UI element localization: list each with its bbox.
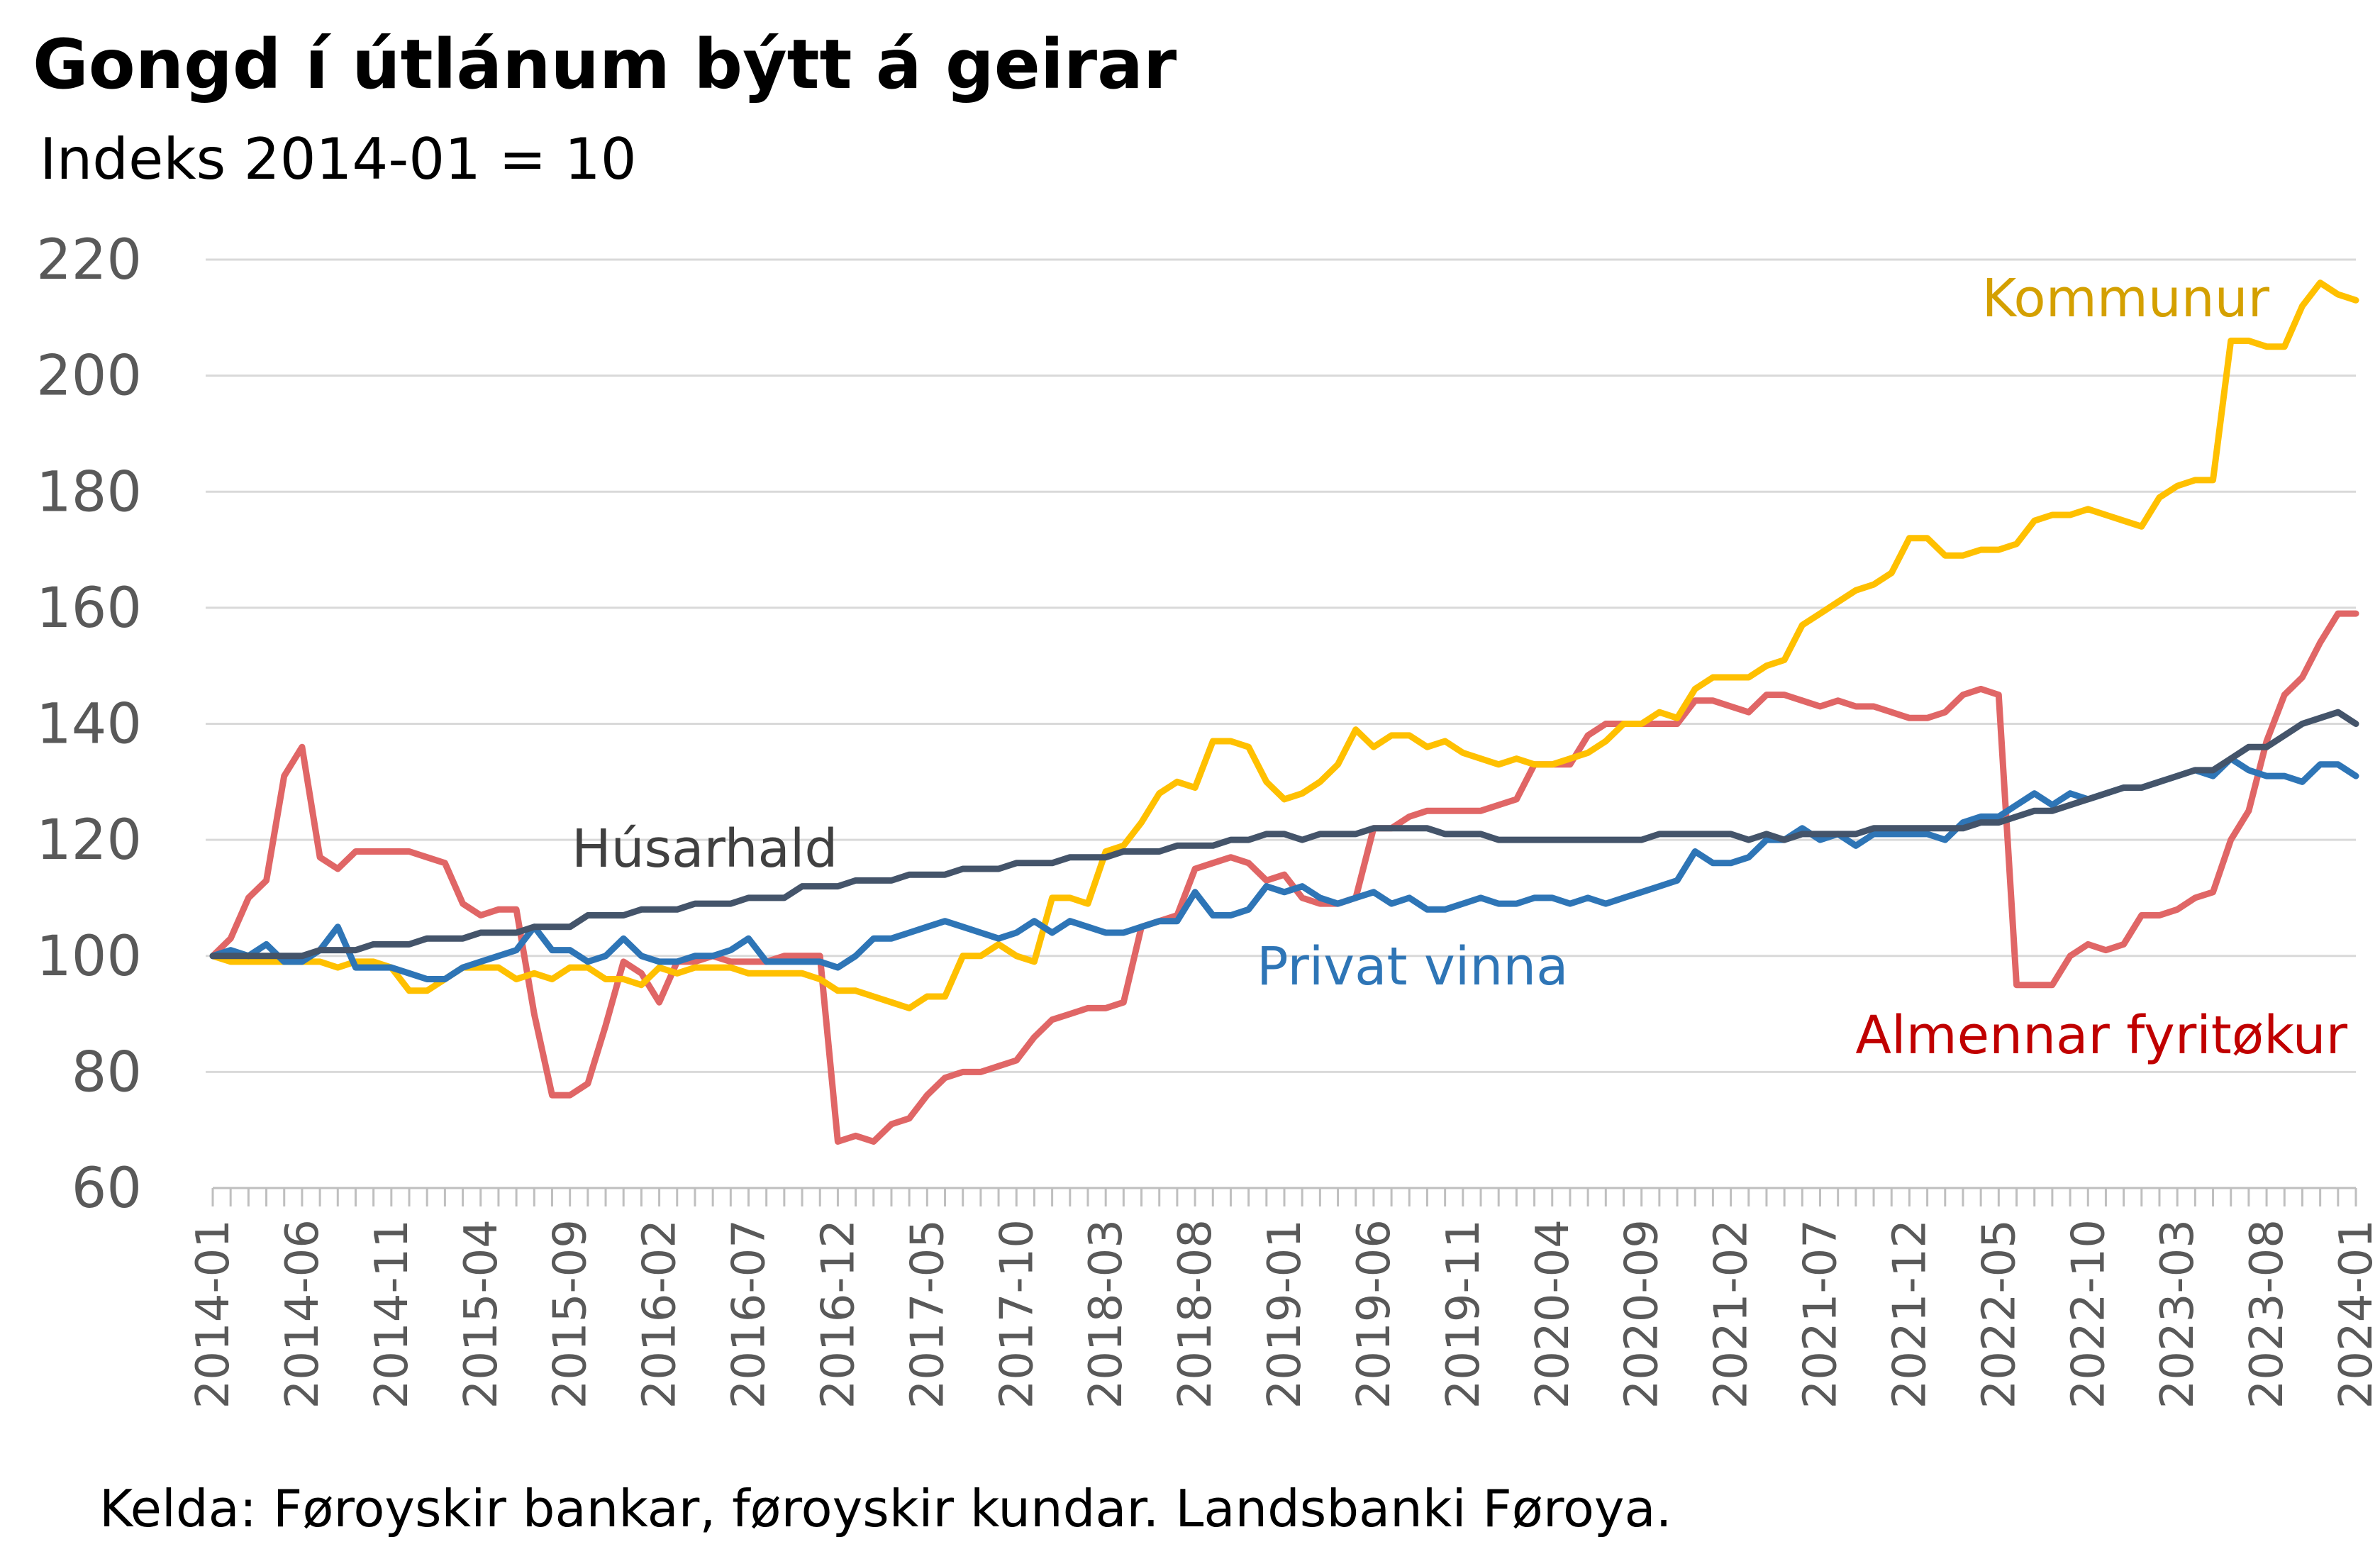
y-tick-label: 140 — [36, 693, 142, 757]
x-tick-label: 2014-11 — [366, 1219, 418, 1409]
x-tick-label: 2016-12 — [812, 1219, 864, 1409]
series-label-h-sarhald: Húsarhald — [572, 818, 838, 879]
series-label-kommunur: Kommunur — [1982, 268, 2270, 329]
y-tick-label: 120 — [36, 809, 142, 872]
x-tick-label: 2016-02 — [634, 1219, 686, 1409]
y-tick-label: 200 — [36, 345, 142, 409]
x-tick-label: 2020-04 — [1527, 1219, 1579, 1409]
x-tick-label: 2021-12 — [1884, 1219, 1936, 1409]
x-tick-label: 2015-04 — [455, 1219, 508, 1409]
x-tick-label: 2023-03 — [2152, 1219, 2204, 1409]
series-label-privat-vinna: Privat vinna — [1257, 936, 1568, 997]
series-line-kommunur — [209, 279, 2359, 1011]
x-tick-label: 2021-02 — [1706, 1219, 1758, 1409]
x-tick-label: 2014-01 — [187, 1219, 240, 1409]
x-tick-label: 2017-05 — [901, 1219, 954, 1409]
x-tick-label: 2023-08 — [2241, 1219, 2293, 1409]
x-tick-label: 2022-05 — [1973, 1219, 2025, 1409]
x-tick-label: 2019-11 — [1438, 1219, 1490, 1409]
x-tick-label: 2021-07 — [1795, 1219, 1847, 1409]
x-axis: 2014-01 2014-06 2014-11 2015-04 2015-09 2016-… — [187, 1187, 2380, 1409]
x-tick-label: 2018-08 — [1169, 1219, 1222, 1409]
series-lines — [209, 279, 2359, 1145]
x-tick-label: 2019-01 — [1259, 1219, 1311, 1409]
y-tick-label: 80 — [72, 1040, 142, 1104]
x-tick-label: 2019-06 — [1348, 1219, 1401, 1409]
x-tick-label: 2018-03 — [1080, 1219, 1133, 1409]
x-tick-label: 2017-10 — [991, 1219, 1043, 1409]
y-tick-label: 180 — [36, 460, 142, 524]
x-tick-label: 2016-07 — [723, 1219, 776, 1409]
y-tick-label: 220 — [36, 228, 142, 292]
y-axis: 60 80 100 120 140 160 180 200 220 — [36, 228, 142, 1221]
x-tick-label: 2020-09 — [1616, 1219, 1669, 1409]
series-line-privat-vinna — [209, 755, 2359, 982]
chart-source: Kelda: Føroyskir bankar, føroyskir kunda… — [99, 1479, 1672, 1538]
series-line-h-sarhald — [209, 709, 2359, 960]
x-tick-label: 2024-01 — [2330, 1219, 2380, 1409]
y-tick-label: 100 — [36, 925, 142, 989]
series-label-almennar-fyrit-kur: Almennar fyritøkur — [1855, 1005, 2347, 1066]
chart-subtitle: Indeks 2014-01 = 10 — [40, 126, 637, 192]
x-tick-label: 2022-10 — [2062, 1219, 2115, 1409]
chart-title: Gongd í útlánum býtt á geirar — [33, 25, 1177, 104]
y-tick-label: 160 — [36, 577, 142, 640]
x-tick-label: 2015-09 — [545, 1219, 597, 1409]
series-labels: Almennar fyritøkur Kommunur Privat vinna Hú… — [572, 268, 2348, 1066]
x-tick-label: 2014-06 — [277, 1219, 329, 1409]
grid-lines — [206, 258, 2356, 1073]
series-line-almennar-fyrit-kur — [209, 610, 2359, 1145]
y-tick-label: 60 — [72, 1157, 142, 1221]
